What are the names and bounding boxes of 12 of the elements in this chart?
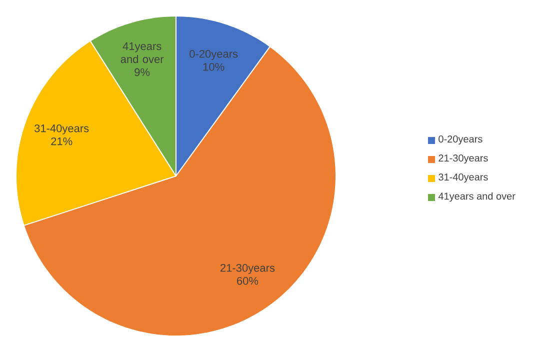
legend-label: 0-20years <box>438 135 482 145</box>
legend-label: 31-40years <box>438 173 488 183</box>
data-label: 21% <box>51 137 72 146</box>
legend-label: 21-30years <box>438 154 488 164</box>
slice-label: 21-30years <box>220 264 275 274</box>
legend-label: 41years and over <box>438 192 516 202</box>
slice-label: 0-20years <box>190 50 238 60</box>
data-label: 10% <box>203 62 224 71</box>
slice-label: 41years and over <box>120 42 164 64</box>
slice-label: 31-40years <box>34 124 89 134</box>
data-label: 9% <box>134 68 150 76</box>
data-label: 60% <box>237 276 258 285</box>
